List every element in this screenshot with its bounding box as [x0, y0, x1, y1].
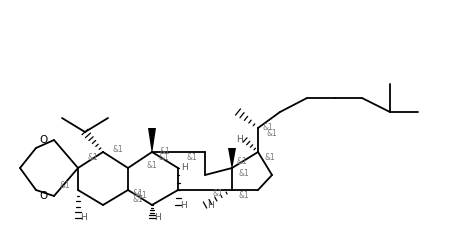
Text: &1: &1: [239, 190, 250, 200]
Polygon shape: [228, 148, 236, 168]
Text: O: O: [40, 191, 48, 201]
Text: H: H: [154, 214, 161, 222]
Text: &1: &1: [239, 168, 250, 178]
Text: &1: &1: [147, 161, 157, 169]
Text: &1: &1: [59, 181, 70, 189]
Text: H: H: [236, 135, 243, 145]
Text: H: H: [207, 201, 214, 209]
Text: &1: &1: [265, 153, 276, 161]
Text: &1: &1: [159, 153, 170, 161]
Text: &1: &1: [159, 147, 170, 156]
Polygon shape: [148, 128, 156, 152]
Text: &1: &1: [186, 154, 197, 162]
Text: &1: &1: [263, 123, 273, 133]
Text: &1: &1: [112, 146, 123, 154]
Text: H: H: [80, 214, 87, 222]
Text: H: H: [181, 163, 188, 173]
Text: &1: &1: [88, 154, 98, 162]
Text: O: O: [40, 135, 48, 145]
Text: &1: &1: [237, 158, 247, 167]
Text: &1: &1: [133, 189, 143, 199]
Text: &1: &1: [137, 190, 147, 200]
Text: &1: &1: [133, 195, 143, 205]
Text: &1: &1: [213, 189, 223, 199]
Text: H: H: [180, 201, 187, 209]
Text: &1: &1: [266, 128, 277, 138]
